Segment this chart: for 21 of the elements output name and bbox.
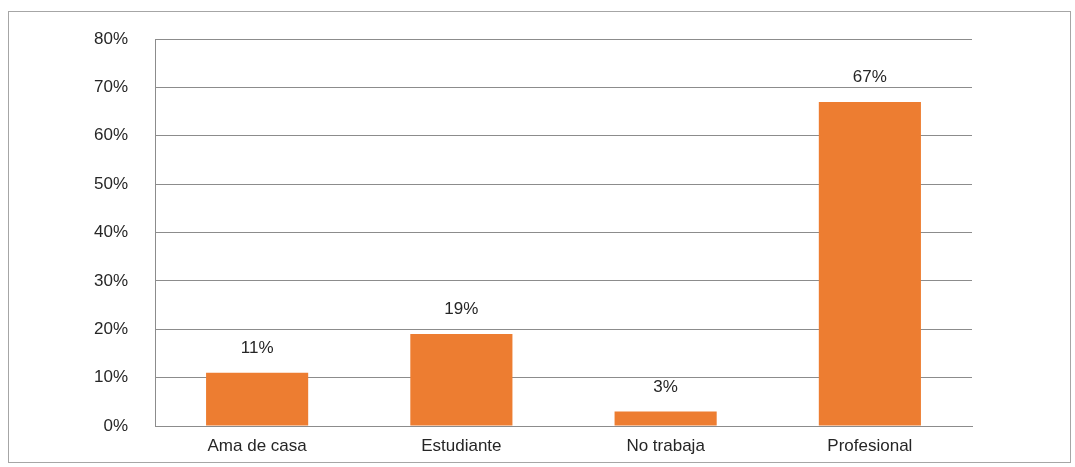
data-label: 11% [240, 337, 274, 357]
y-tick-label: 0% [103, 415, 128, 435]
y-tick-label: 70% [93, 77, 128, 97]
x-tick-label: No trabaja [626, 435, 706, 455]
bar [206, 372, 309, 426]
data-label: 3% [653, 376, 678, 396]
data-label: 19% [444, 299, 479, 319]
x-tick-label: Ama de casa [207, 435, 308, 455]
bar [818, 101, 921, 426]
y-tick-label: 40% [93, 222, 128, 242]
x-tick-label: Estudiante [421, 435, 502, 455]
x-tick-label: Profesional [827, 435, 913, 455]
y-tick-label: 30% [93, 270, 128, 290]
y-tick-label: 10% [93, 367, 128, 387]
y-tick-label: 60% [93, 125, 128, 145]
y-tick-label: 20% [93, 318, 128, 338]
bar [410, 334, 513, 426]
bar [614, 411, 717, 426]
data-label: 67% [852, 67, 887, 87]
y-tick-label: 80% [93, 28, 128, 48]
y-tick-label: 50% [93, 173, 128, 193]
